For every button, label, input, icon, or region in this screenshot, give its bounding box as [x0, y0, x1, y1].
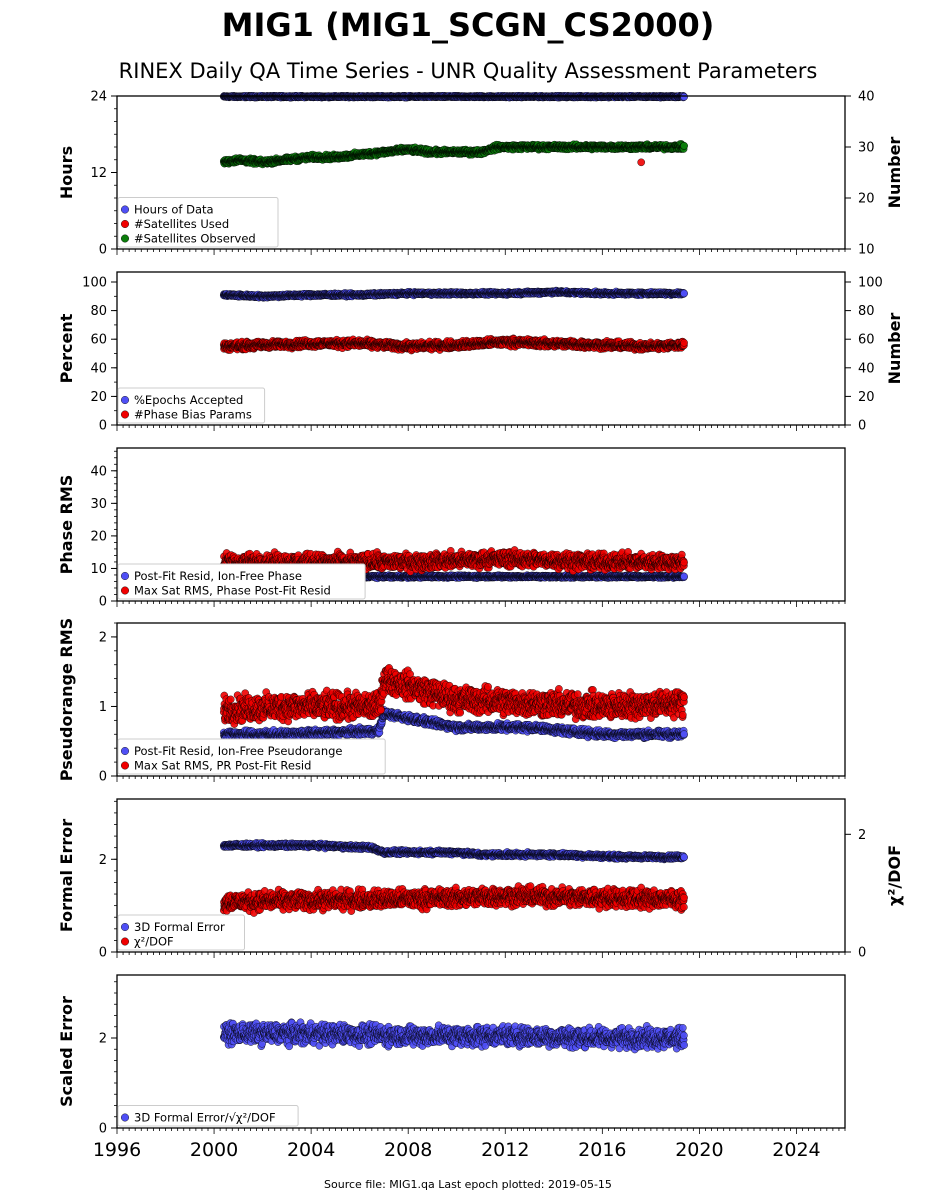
y-tick-label: 0: [99, 243, 107, 258]
plot-area: [219, 92, 688, 169]
legend-label: #Satellites Observed: [134, 232, 256, 246]
y-right-axis-label: Number: [885, 137, 904, 209]
data-point: [680, 93, 688, 101]
data-point: [637, 158, 646, 167]
chart-subtitle: RINEX Daily QA Time Series - UNR Quality…: [119, 59, 818, 83]
y-right-tick-label: 30: [858, 141, 875, 156]
y-axis-label: Hours: [57, 146, 76, 199]
y-right-tick-label: 40: [858, 90, 875, 105]
y-tick-label: 24: [90, 90, 107, 105]
legend-marker: [120, 234, 129, 243]
legend-marker: [120, 205, 129, 214]
plot-area: [219, 286, 688, 355]
chart-footer: Source file: MIG1.qa Last epoch plotted:…: [324, 1178, 612, 1191]
legend-marker: [120, 219, 129, 228]
y-right-tick-label: 20: [858, 192, 875, 207]
data-point: [680, 141, 688, 150]
y-tick-label: 12: [90, 166, 107, 181]
series-2: [637, 158, 646, 167]
legend: Hours of Data#Satellites Used#Satellites…: [117, 197, 279, 248]
chart-title: MIG1 (MIG1_SCGN_CS2000): [222, 6, 715, 44]
series-1: [219, 286, 688, 302]
y-right-tick-label: 10: [858, 243, 875, 258]
legend-label: #Satellites Used: [134, 217, 229, 231]
series-3: [219, 140, 688, 169]
legend-label: Hours of Data: [134, 203, 214, 217]
